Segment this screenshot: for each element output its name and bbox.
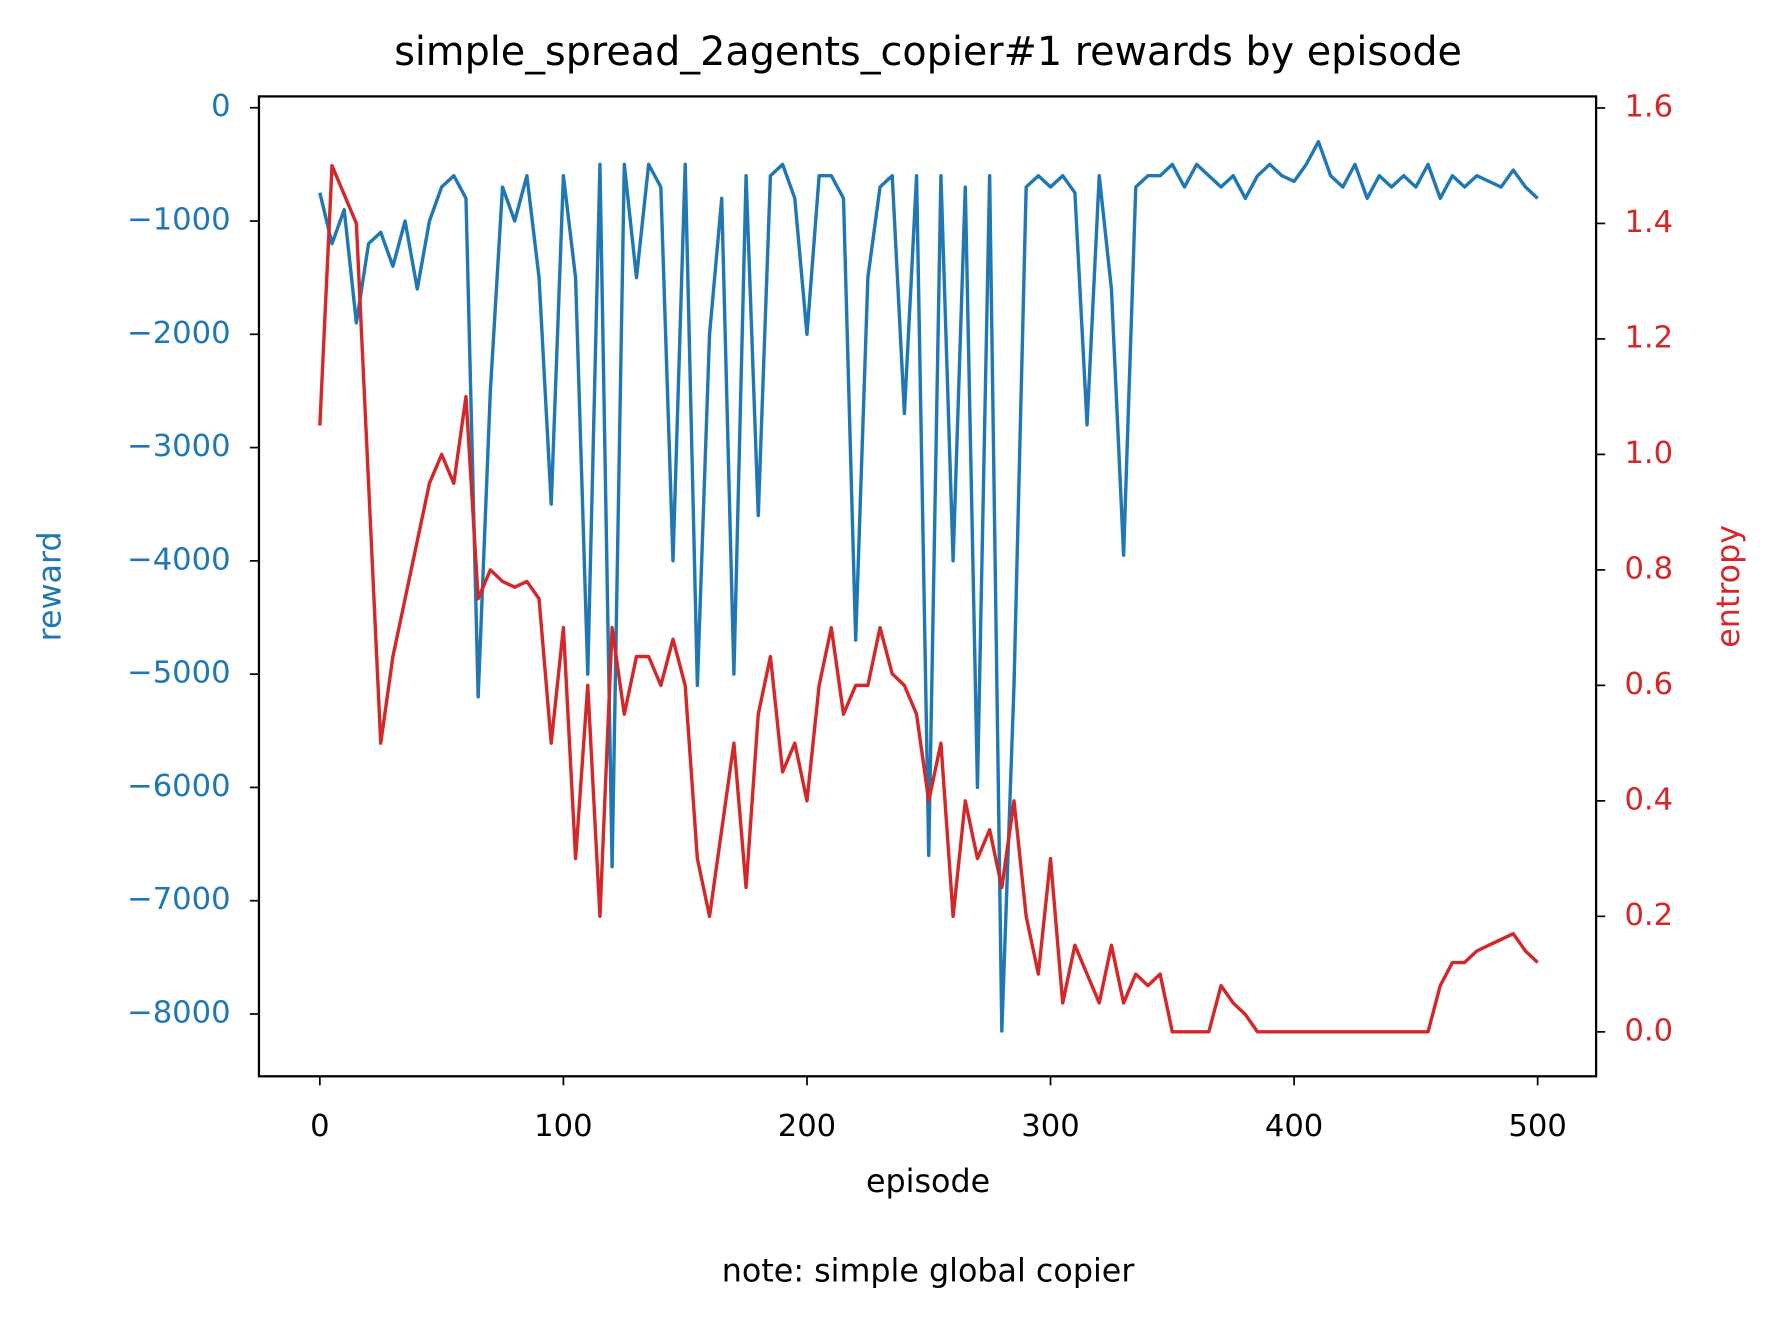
- x-tick-label: 0: [310, 1109, 329, 1144]
- y2-tick-label: 1.4: [1624, 205, 1673, 240]
- x-tick-label: 500: [1508, 1109, 1566, 1144]
- y2-tick-label: 0.6: [1624, 667, 1673, 702]
- y2-tick-label: 1.6: [1624, 89, 1673, 124]
- note: note: simple global copier: [722, 1254, 1136, 1290]
- y-axis-label: reward: [32, 531, 68, 641]
- y2-axis-label: entropy: [1711, 525, 1747, 648]
- x-axis-label: episode: [866, 1164, 990, 1200]
- x-tick-label: 300: [1021, 1109, 1079, 1144]
- line-series: [318, 140, 1539, 1033]
- y2-tick-label: 0.8: [1624, 551, 1673, 586]
- y-tick-label: −3000: [127, 429, 231, 464]
- x-tick-label: 400: [1265, 1109, 1323, 1144]
- chart-title: simple_spread_2agents_copier#1 rewards b…: [394, 29, 1462, 75]
- x-tick-label: 100: [534, 1109, 592, 1144]
- y-tick-label: −1000: [127, 203, 231, 238]
- y-tick-label: −6000: [127, 769, 231, 804]
- y-tick-label: −8000: [127, 995, 231, 1030]
- y-tick-label: −4000: [127, 542, 231, 577]
- plot-frame: [257, 95, 1598, 1078]
- x-tick-label: 200: [778, 1109, 836, 1144]
- y2-tick-label: 1.2: [1624, 320, 1673, 355]
- line-series: [318, 163, 1539, 1034]
- y-tick-label: −2000: [127, 316, 231, 351]
- y2-tick-label: 1.0: [1624, 436, 1673, 471]
- y-tick-label: 0: [211, 89, 230, 124]
- y-tick-label: −7000: [127, 882, 231, 917]
- y-tick-label: −5000: [127, 656, 231, 691]
- y2-tick-label: 0.2: [1624, 898, 1673, 933]
- y2-tick-label: 0.4: [1624, 782, 1673, 817]
- y2-tick-label: 0.0: [1624, 1013, 1673, 1048]
